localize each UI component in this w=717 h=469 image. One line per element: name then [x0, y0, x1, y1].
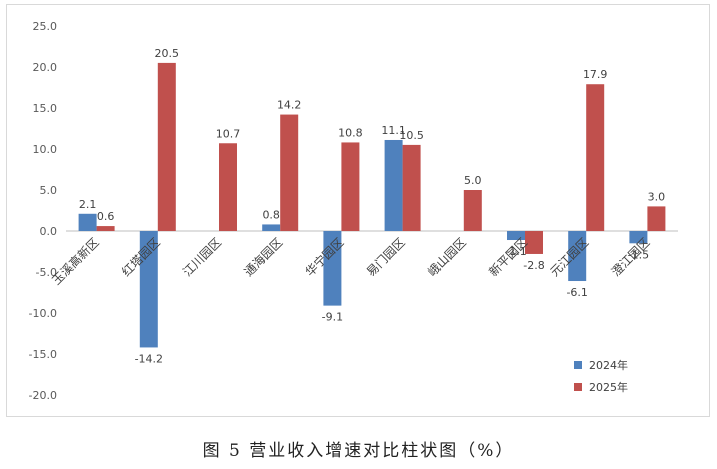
bar-2024 — [78, 213, 97, 231]
y-tick-label: -20.0 — [29, 389, 57, 402]
y-tick-label: -5.0 — [36, 266, 57, 279]
category-label: 玉溪高新区 — [49, 235, 102, 288]
category-label: 江川园区 — [180, 235, 224, 279]
category-label: 通海园区 — [241, 235, 286, 280]
data-label: -2.8 — [523, 259, 544, 272]
bar-2024 — [323, 231, 342, 306]
bar-2024 — [629, 231, 648, 244]
bar-2025 — [341, 142, 360, 231]
data-label: -9.1 — [322, 311, 343, 324]
data-label: 3.0 — [648, 190, 666, 203]
bar-2025 — [463, 190, 482, 231]
category-label: 易门园区 — [363, 235, 408, 280]
bar-2025 — [219, 143, 237, 231]
y-tick-label: 20.0 — [33, 61, 58, 74]
legend-swatch — [574, 383, 582, 391]
bar-2025 — [96, 226, 115, 231]
y-tick-label: 5.0 — [40, 184, 58, 197]
data-label: 10.5 — [399, 129, 424, 142]
data-label: 20.5 — [155, 47, 180, 60]
legend-label: 2025年 — [589, 380, 628, 394]
legend-label: 2024年 — [589, 358, 628, 372]
data-label: 11.1 — [381, 124, 406, 137]
y-tick-label: 25.0 — [33, 20, 58, 33]
bar-2024 — [507, 231, 525, 241]
data-label: -1.1 — [505, 245, 526, 258]
y-tick-label: 15.0 — [33, 102, 58, 115]
data-label: 17.9 — [583, 68, 608, 81]
bar-chart: 25.0 20.0 15.0 10.0 5.0 0.0 -5.0 -10.0 -15.0 -20.… — [29, 20, 678, 402]
category-label: 峨山园区 — [425, 235, 469, 279]
data-label: -14.2 — [135, 352, 163, 365]
y-tick-label: -10.0 — [29, 307, 57, 320]
bar-2025 — [280, 114, 299, 231]
data-label: 5.0 — [464, 174, 482, 187]
data-label: 10.8 — [338, 126, 363, 139]
bar-2025 — [525, 231, 543, 254]
data-label: -6.1 — [566, 286, 587, 299]
data-label: 14.2 — [277, 99, 302, 112]
data-label: 2.1 — [79, 198, 97, 211]
bar-2025 — [647, 206, 666, 231]
bar-2024 — [384, 139, 403, 231]
bar-2025 — [157, 62, 176, 232]
bar-2025 — [402, 144, 421, 231]
data-label: 0.8 — [262, 208, 280, 221]
bar-2025 — [586, 84, 605, 231]
legend-swatch — [574, 361, 582, 369]
y-tick-label: 0.0 — [40, 225, 58, 238]
data-label: 10.7 — [216, 127, 241, 140]
figure-caption: 图 5 营业收入增速对比柱状图（%） — [202, 441, 515, 461]
y-tick-label: -15.0 — [29, 348, 57, 361]
bar-2024 — [568, 231, 587, 282]
data-label: -1.5 — [628, 248, 649, 261]
y-tick-label: 10.0 — [33, 143, 58, 156]
bar-2024 — [139, 231, 158, 348]
bar-2024 — [262, 224, 281, 231]
data-label: 0.6 — [97, 210, 115, 223]
